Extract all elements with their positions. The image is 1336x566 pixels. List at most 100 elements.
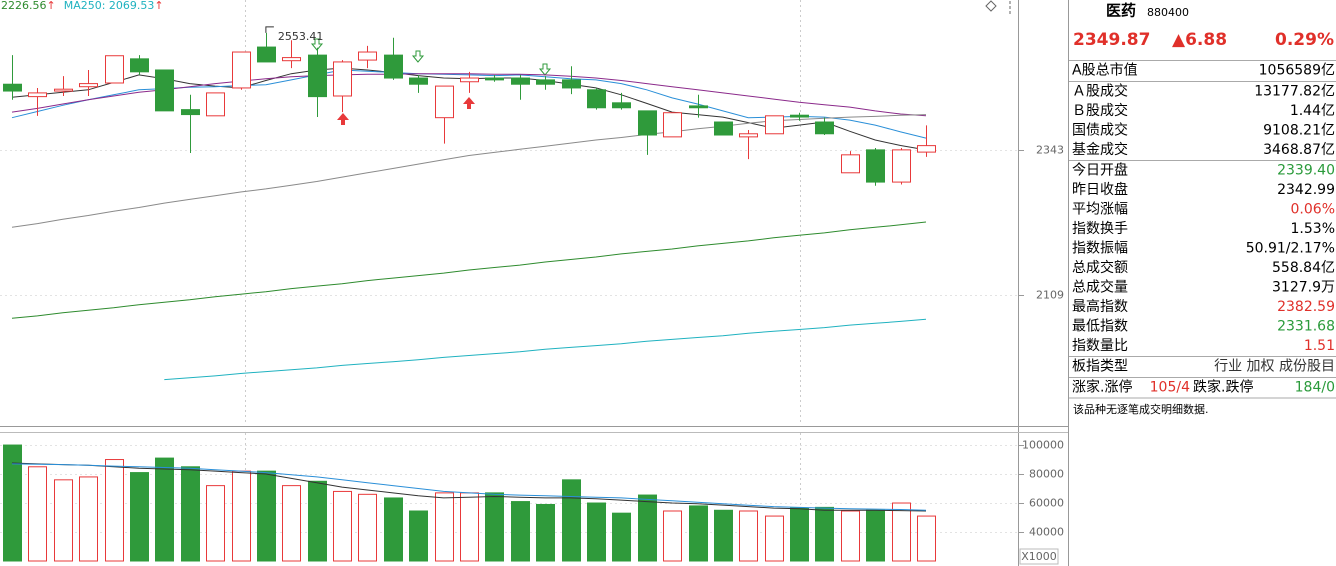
volume-bar	[79, 476, 98, 562]
volume-bar	[587, 502, 606, 562]
candle-body	[105, 55, 124, 84]
volume-bar	[358, 493, 377, 562]
row-value: 558.84亿	[1272, 260, 1335, 276]
signal-up	[463, 97, 475, 109]
candle-body	[562, 79, 581, 89]
volume-bar	[54, 479, 73, 562]
unit-label: X1000	[1021, 550, 1057, 563]
candle-body	[714, 121, 733, 136]
candle-body	[435, 85, 454, 119]
volume-bar	[232, 470, 251, 562]
row-value: 2339.40	[1277, 163, 1335, 179]
candle-body	[130, 58, 149, 73]
volume-bar	[384, 497, 403, 562]
candle-body	[282, 57, 301, 62]
volume-bar	[435, 492, 454, 562]
row-label: 基金成交	[1072, 141, 1128, 158]
volume-bar	[841, 510, 860, 562]
toolbar-icon[interactable]	[985, 0, 997, 12]
row-value: 3127.9万	[1272, 280, 1335, 296]
signal-down	[411, 50, 425, 63]
breadth-value: 105/4	[1150, 380, 1190, 396]
candle-body	[917, 145, 936, 153]
candle-body	[511, 77, 530, 85]
row-label: 指数换手	[1072, 220, 1128, 237]
ma-line	[11, 463, 927, 511]
candle-body	[79, 83, 98, 88]
volume-bar	[536, 503, 555, 562]
quote-change: ▲6.88	[1172, 30, 1227, 50]
ma-line	[11, 221, 927, 319]
row-label: 今日开盘	[1072, 162, 1128, 179]
row-value: 0.06%	[1291, 202, 1335, 218]
candle-body	[587, 89, 606, 109]
breadth-label: 跌家.跌停	[1193, 379, 1253, 396]
candle-body	[765, 115, 784, 135]
candle-body	[612, 102, 631, 109]
volume-bar	[739, 510, 758, 562]
volume-bar	[308, 480, 327, 562]
row-label: 昨日收盘	[1072, 181, 1128, 198]
candle-body	[892, 149, 911, 183]
candle-body	[460, 77, 479, 83]
breadth-label: 涨家.涨停	[1072, 379, 1132, 396]
candle-body	[663, 112, 682, 138]
volume-bar	[28, 466, 47, 562]
quote-name: 医药	[1106, 2, 1136, 20]
signal-up	[337, 113, 349, 125]
candle-body	[358, 51, 377, 61]
candle-body	[3, 83, 22, 92]
volume-bar	[130, 472, 149, 562]
legend-mark: ↑	[154, 0, 163, 12]
volume-bar	[917, 515, 936, 562]
volume-bar	[892, 502, 911, 562]
candle-body	[54, 88, 73, 92]
candle-body	[866, 149, 885, 183]
volume-bar	[485, 492, 504, 562]
candle-body	[739, 133, 758, 138]
quote-note: 该品种无逐笔成交明细数据.	[1073, 402, 1209, 416]
volume-bar	[714, 509, 733, 562]
candle-body	[257, 46, 276, 63]
volume-bar	[333, 490, 352, 562]
y-tick-label: 60000	[1029, 497, 1064, 510]
volume-bar	[105, 459, 124, 562]
candle-body	[689, 105, 708, 109]
candle-body	[384, 54, 403, 79]
row-value: 1056589亿	[1259, 63, 1335, 79]
volume-bar	[460, 492, 479, 562]
legend: 2226.56↑ MA250: 2069.53↑	[1, 0, 164, 12]
row-value: 50.91/2.17%	[1246, 241, 1335, 257]
legend-entry: MA250: 2069.53	[64, 0, 155, 12]
row-value: 1.44亿	[1290, 103, 1335, 119]
legend-mark: ↑	[47, 0, 56, 12]
candle-body	[333, 61, 352, 97]
legend-entry: 2226.56	[1, 0, 47, 12]
volume-bar	[181, 466, 200, 562]
unit-box	[1019, 548, 1059, 565]
quote-change-pct: 0.29%	[1275, 30, 1334, 50]
volume-bar	[638, 494, 657, 562]
quote-code: 880400	[1147, 6, 1189, 19]
signal-down	[538, 63, 552, 76]
annotation-leader	[265, 26, 274, 33]
candle-body	[181, 109, 200, 116]
volume-bar	[663, 510, 682, 562]
row-label: 最高指数	[1072, 298, 1128, 315]
row-value: 2342.99	[1277, 182, 1335, 198]
signal-down	[310, 38, 324, 51]
volume-bar	[790, 507, 809, 562]
candle-body	[790, 114, 809, 118]
volume-bar	[511, 501, 530, 562]
volume-bar	[815, 506, 834, 562]
y-tick-label: 2109	[1036, 289, 1064, 302]
row-value: 行业 加权 成份股目	[1214, 359, 1335, 375]
row-label: 最低指数	[1072, 319, 1128, 335]
volume-bar	[765, 515, 784, 562]
candle-body	[409, 77, 428, 85]
row-value: 1.53%	[1291, 221, 1335, 237]
y-tick-label: 40000	[1029, 526, 1064, 539]
annotation: 2553.41	[278, 30, 324, 43]
